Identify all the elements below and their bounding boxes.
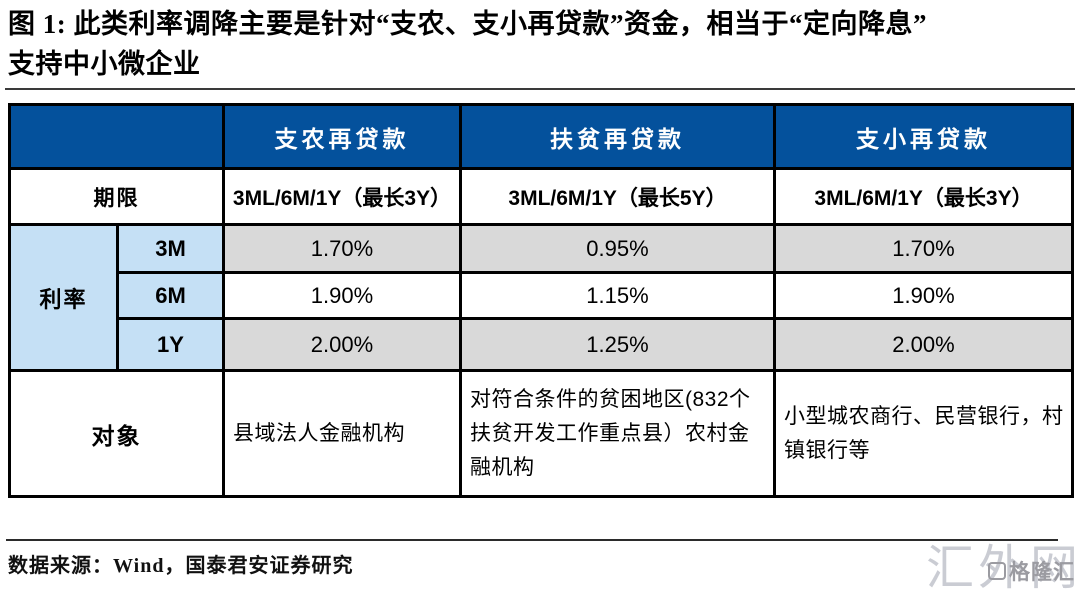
rate-3m-fupin: 0.95% — [459, 223, 776, 274]
watermark-site-text: 汇外网 — [926, 542, 1080, 595]
watermark-logo-text: 格隆汇 — [1009, 561, 1075, 584]
rate-6m-fupin: 1.15% — [459, 271, 776, 320]
column-header-fupin: 扶贫再贷款 — [459, 103, 776, 170]
rate-row-6m: 6M 1.90% 1.15% 1.90% — [10, 271, 1074, 320]
rate-6m-zhinong: 1.90% — [222, 271, 462, 320]
target-row: 对象 县域法人金融机构 对符合条件的贫困地区(832个扶贫开发工作重点县）农村金… — [8, 369, 1074, 498]
rate-1y-zhinong: 2.00% — [222, 317, 462, 372]
rate-1y-fupin: 1.25% — [459, 317, 776, 372]
tenor-label-6m: 6M — [116, 271, 225, 320]
rate-6m-zhixiao: 1.90% — [773, 271, 1074, 320]
rate-row-1y: 1Y 2.00% 1.25% 2.00% — [10, 317, 1074, 372]
figure-title: 图 1: 此类利率调降主要是针对“支农、支小再贷款”资金，相当于“定向降息” 支… — [8, 4, 1072, 84]
figure-title-line2: 支持中小微企业 — [8, 49, 201, 79]
rate-section-label: 利率 — [8, 223, 119, 372]
rate-row-3m: 利率 3M 1.70% 0.95% 1.70% — [8, 223, 1074, 372]
corner-cell — [8, 103, 225, 170]
rate-3m-zhinong: 1.70% — [222, 223, 462, 274]
watermark-logo: 格隆汇 — [988, 556, 1075, 586]
tenor-label-3m: 3M — [116, 223, 225, 274]
target-row-label: 对象 — [8, 369, 225, 498]
rate-1y-zhixiao: 2.00% — [773, 317, 1074, 372]
term-row-label: 期限 — [8, 167, 225, 226]
figure-title-line1: 图 1: 此类利率调降主要是针对“支农、支小再贷款”资金，相当于“定向降息” — [8, 9, 927, 39]
term-value-zhixiao: 3ML/6M/1Y（最长3Y） — [773, 167, 1074, 226]
column-header-zhixiao: 支小再贷款 — [773, 103, 1074, 170]
tenor-label-1y: 1Y — [116, 317, 225, 372]
relending-rate-table: 支农再贷款 扶贫再贷款 支小再贷款 期限 3ML/6M/1Y（最长3Y） 3ML… — [8, 103, 1074, 498]
watermark-logo-icon — [988, 562, 1006, 580]
column-header-zhinong: 支农再贷款 — [222, 103, 462, 170]
term-value-zhinong: 3ML/6M/1Y（最长3Y） — [222, 167, 462, 226]
title-divider — [5, 88, 1075, 90]
target-zhixiao: 小型城农商行、民营银行，村镇银行等 — [773, 369, 1074, 498]
data-source-note: 数据来源：Wind，国泰君安证券研究 — [8, 555, 354, 577]
target-fupin: 对符合条件的贫困地区(832个扶贫开发工作重点县）农村金融机构 — [459, 369, 776, 498]
target-zhinong: 县域法人金融机构 — [222, 369, 462, 498]
table-header-row: 支农再贷款 扶贫再贷款 支小再贷款 — [8, 103, 1074, 170]
rate-3m-zhixiao: 1.70% — [773, 223, 1074, 274]
footer-divider — [6, 539, 1058, 541]
term-value-fupin: 3ML/6M/1Y（最长5Y） — [459, 167, 776, 226]
term-row: 期限 3ML/6M/1Y（最长3Y） 3ML/6M/1Y（最长5Y） 3ML/6… — [8, 167, 1074, 226]
